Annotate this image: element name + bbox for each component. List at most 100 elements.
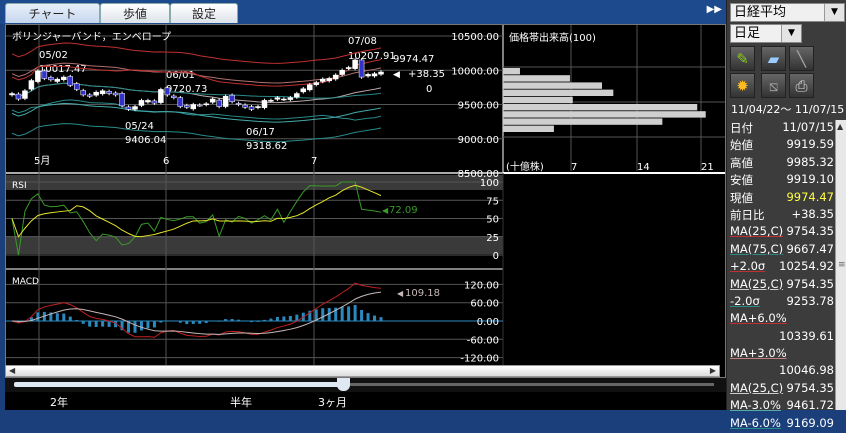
candle — [262, 100, 267, 107]
period-label[interactable]: 3ヶ月 — [318, 394, 347, 410]
info-row: MA-6.0%9169.09 — [730, 416, 834, 433]
tab-ticks[interactable]: 歩値 — [100, 3, 170, 23]
scroll-up-icon[interactable]: ▲ — [837, 122, 843, 131]
macd-histogram-bar — [373, 316, 376, 321]
macd-histogram-bar — [218, 321, 221, 322]
macd-histogram-bar — [153, 321, 156, 327]
candle — [126, 107, 131, 109]
candle — [333, 75, 338, 79]
candle — [346, 68, 351, 69]
candle — [133, 107, 138, 110]
candle — [120, 93, 125, 106]
volume-unit: (十億株) — [506, 160, 544, 173]
volume-tick: 21 — [701, 162, 714, 173]
tab-chart[interactable]: チャート — [5, 3, 100, 23]
slider-handle[interactable] — [337, 378, 350, 391]
info-value: 9169.09 — [786, 416, 834, 430]
bollinger-lower — [12, 100, 381, 120]
double-chevron-right-icon[interactable]: ▶▶ — [707, 4, 722, 15]
macd-histogram-bar — [56, 313, 59, 321]
clear-all-icon[interactable]: ⧅ — [761, 73, 786, 98]
period-label[interactable]: 半年 — [230, 394, 252, 410]
info-label: +2.0σ — [730, 259, 765, 273]
period-slider[interactable] — [5, 378, 726, 392]
macd-title: MACD — [12, 277, 39, 287]
candle — [294, 94, 299, 98]
candle — [249, 107, 254, 110]
macd-histogram-bar — [282, 316, 285, 321]
info-label: -2.0σ — [730, 294, 760, 308]
candle — [152, 101, 157, 103]
candle — [178, 98, 183, 107]
info-row: MA-3.0%9461.72 — [730, 398, 834, 415]
candle — [87, 95, 92, 96]
volume-tick: 7 — [571, 162, 577, 173]
interval-select[interactable]: 日足▼ — [730, 24, 802, 43]
vertical-scrollbar[interactable]: ▲≡ — [835, 120, 846, 410]
chevron-down-icon[interactable]: ▼ — [824, 4, 844, 21]
gear-icon[interactable]: ✹ — [730, 73, 755, 98]
zero-label: 0 — [426, 84, 432, 95]
date-range: 11/04/22～ 11/07/15 — [731, 101, 844, 117]
info-value: 9985.32 — [786, 155, 834, 169]
chevron-down-icon[interactable]: ▼ — [781, 25, 801, 42]
candle — [165, 88, 170, 95]
volume-bar — [503, 111, 706, 117]
tab-settings[interactable]: 設定 — [170, 3, 238, 23]
volume-bar — [503, 82, 602, 88]
macd-histogram-bar — [360, 310, 363, 321]
volume-bar — [503, 90, 613, 96]
macd-histogram-bar — [237, 320, 240, 321]
candle — [210, 99, 215, 102]
macd-histogram-bar — [159, 321, 162, 323]
symbol-select[interactable]: 日経平均▼ — [730, 3, 845, 22]
info-label: MA+3.0% — [730, 346, 787, 360]
scroll-right-icon[interactable]: ▶ — [710, 366, 716, 375]
rsi-zone — [6, 236, 503, 254]
candle — [68, 77, 73, 86]
y-tick: 10500.00 — [451, 32, 499, 43]
candle — [268, 100, 273, 101]
macd-histogram-bar — [146, 321, 149, 328]
macd-histogram-bar — [36, 312, 39, 321]
macd-histogram-bar — [354, 305, 357, 321]
printer-icon[interactable]: ⎙ — [789, 73, 814, 98]
candle — [359, 60, 364, 77]
candle — [197, 105, 202, 106]
macd-histogram-bar — [367, 313, 370, 321]
macd-histogram-bar — [289, 316, 292, 321]
candle — [288, 98, 293, 100]
macd-histogram-bar — [276, 317, 279, 321]
rsi-signal-line — [12, 185, 381, 236]
period-label[interactable]: 2年 — [50, 394, 68, 410]
last-price: 9974.47 — [393, 54, 434, 65]
scroll-left-icon[interactable]: ◀ — [9, 366, 15, 375]
info-value: 9919.59 — [786, 137, 834, 151]
macd-histogram-bar — [179, 321, 182, 323]
y-tick: 10000.00 — [451, 66, 499, 77]
info-label: 高値 — [730, 155, 753, 171]
macd-histogram-bar — [380, 317, 383, 321]
info-row: 高値 9985.32 — [730, 155, 834, 172]
candle — [74, 84, 79, 90]
line-delete-icon[interactable]: ╲ — [789, 46, 814, 71]
info-value: 9919.10 — [786, 172, 834, 186]
macd-histogram-bar — [134, 321, 137, 333]
macd-histogram-bar — [95, 321, 98, 327]
svg-text:◀: ◀ — [393, 70, 400, 80]
horizontal-scrollbar[interactable]: ◀▶ — [5, 365, 720, 377]
candle — [48, 77, 53, 79]
candle — [223, 96, 228, 106]
macd-histogram-bar — [69, 317, 72, 321]
info-value: 10046.98 — [779, 363, 834, 377]
info-value: 9667.47 — [786, 242, 834, 256]
info-label: MA(25,C) — [730, 381, 783, 395]
macd-histogram-bar — [192, 321, 195, 324]
info-label: MA-3.0% — [730, 398, 781, 412]
x-tick: 5月 — [34, 155, 50, 167]
macd-histogram-bar — [172, 320, 175, 321]
pencil-icon[interactable]: ✎ — [730, 46, 755, 71]
eraser-icon[interactable]: ▰ — [761, 46, 786, 71]
